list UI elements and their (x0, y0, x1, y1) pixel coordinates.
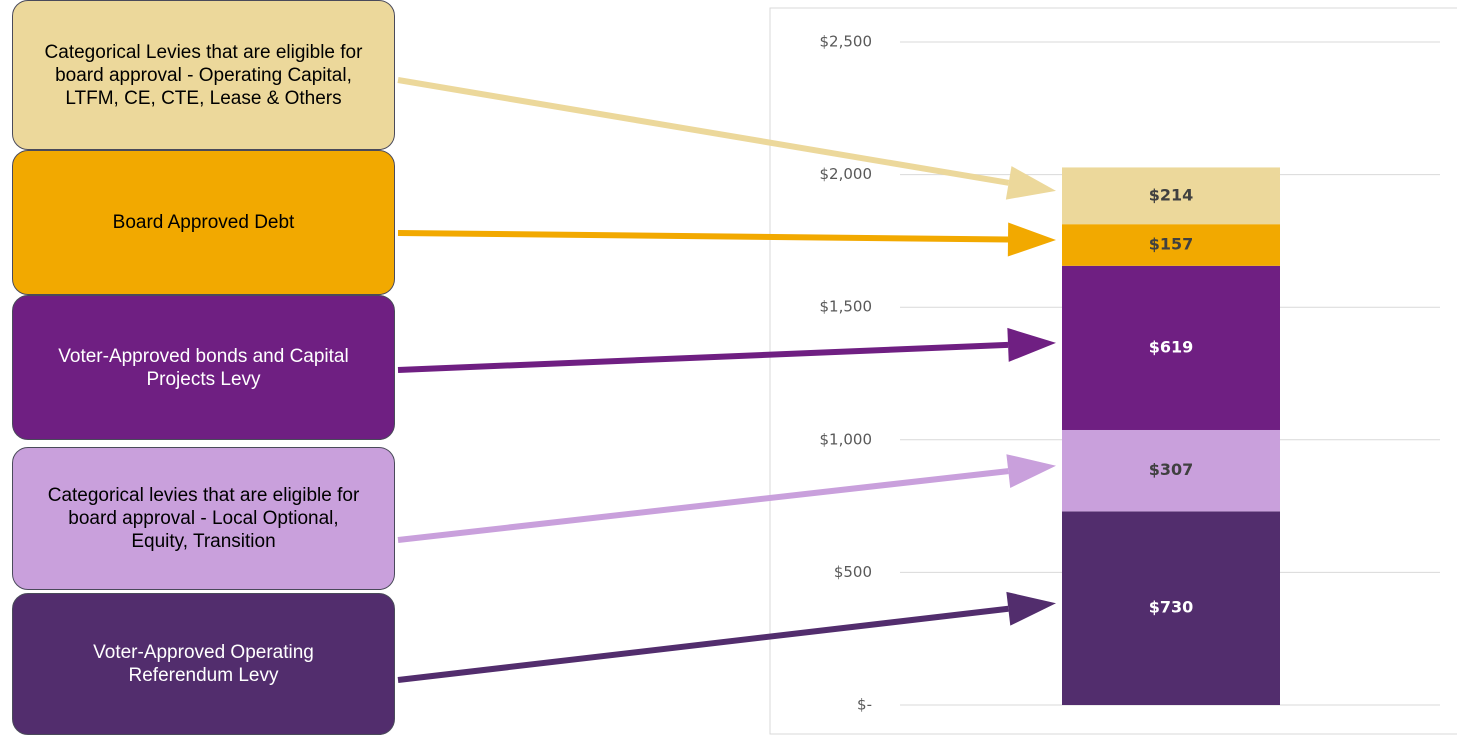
y-tick-label: $- (857, 696, 872, 714)
bar-segment (1062, 167, 1280, 225)
arrow-shaft (397, 230, 1009, 243)
y-tick-label: $2,500 (820, 33, 873, 51)
value-label: $307 (1149, 460, 1194, 479)
arrow-shaft (397, 77, 1010, 186)
y-tick-label: $1,500 (820, 298, 873, 316)
arrow-head (1005, 166, 1056, 200)
y-tick-label: $2,000 (820, 165, 873, 183)
arrow-shaft (397, 605, 1009, 683)
value-label: $619 (1149, 337, 1194, 356)
arrow-head (1007, 222, 1056, 257)
legend-box: Categorical levies that are eligible for… (12, 447, 395, 590)
bar-segment (1062, 511, 1280, 705)
arrow-head (1006, 591, 1056, 626)
value-label: $214 (1149, 185, 1194, 204)
y-tick-label: $500 (834, 563, 872, 581)
legend-box: Categorical Levies that are eligible for… (12, 0, 395, 150)
legend-box: Board Approved Debt (12, 150, 395, 295)
legend-box: Voter-Approved Operating Referendum Levy (12, 593, 395, 735)
arrow-head (1007, 327, 1056, 362)
legend-box: Voter-Approved bonds and Capital Project… (12, 295, 395, 440)
value-label: $730 (1149, 598, 1194, 617)
bar-segment (1062, 265, 1280, 430)
value-label: $157 (1149, 235, 1194, 254)
bar-segment (1062, 429, 1280, 512)
arrow-head (1006, 454, 1056, 488)
arrow-shaft (397, 341, 1009, 373)
arrow-shaft (397, 468, 1009, 543)
y-tick-label: $1,000 (820, 430, 873, 448)
bar-segment (1062, 224, 1280, 266)
